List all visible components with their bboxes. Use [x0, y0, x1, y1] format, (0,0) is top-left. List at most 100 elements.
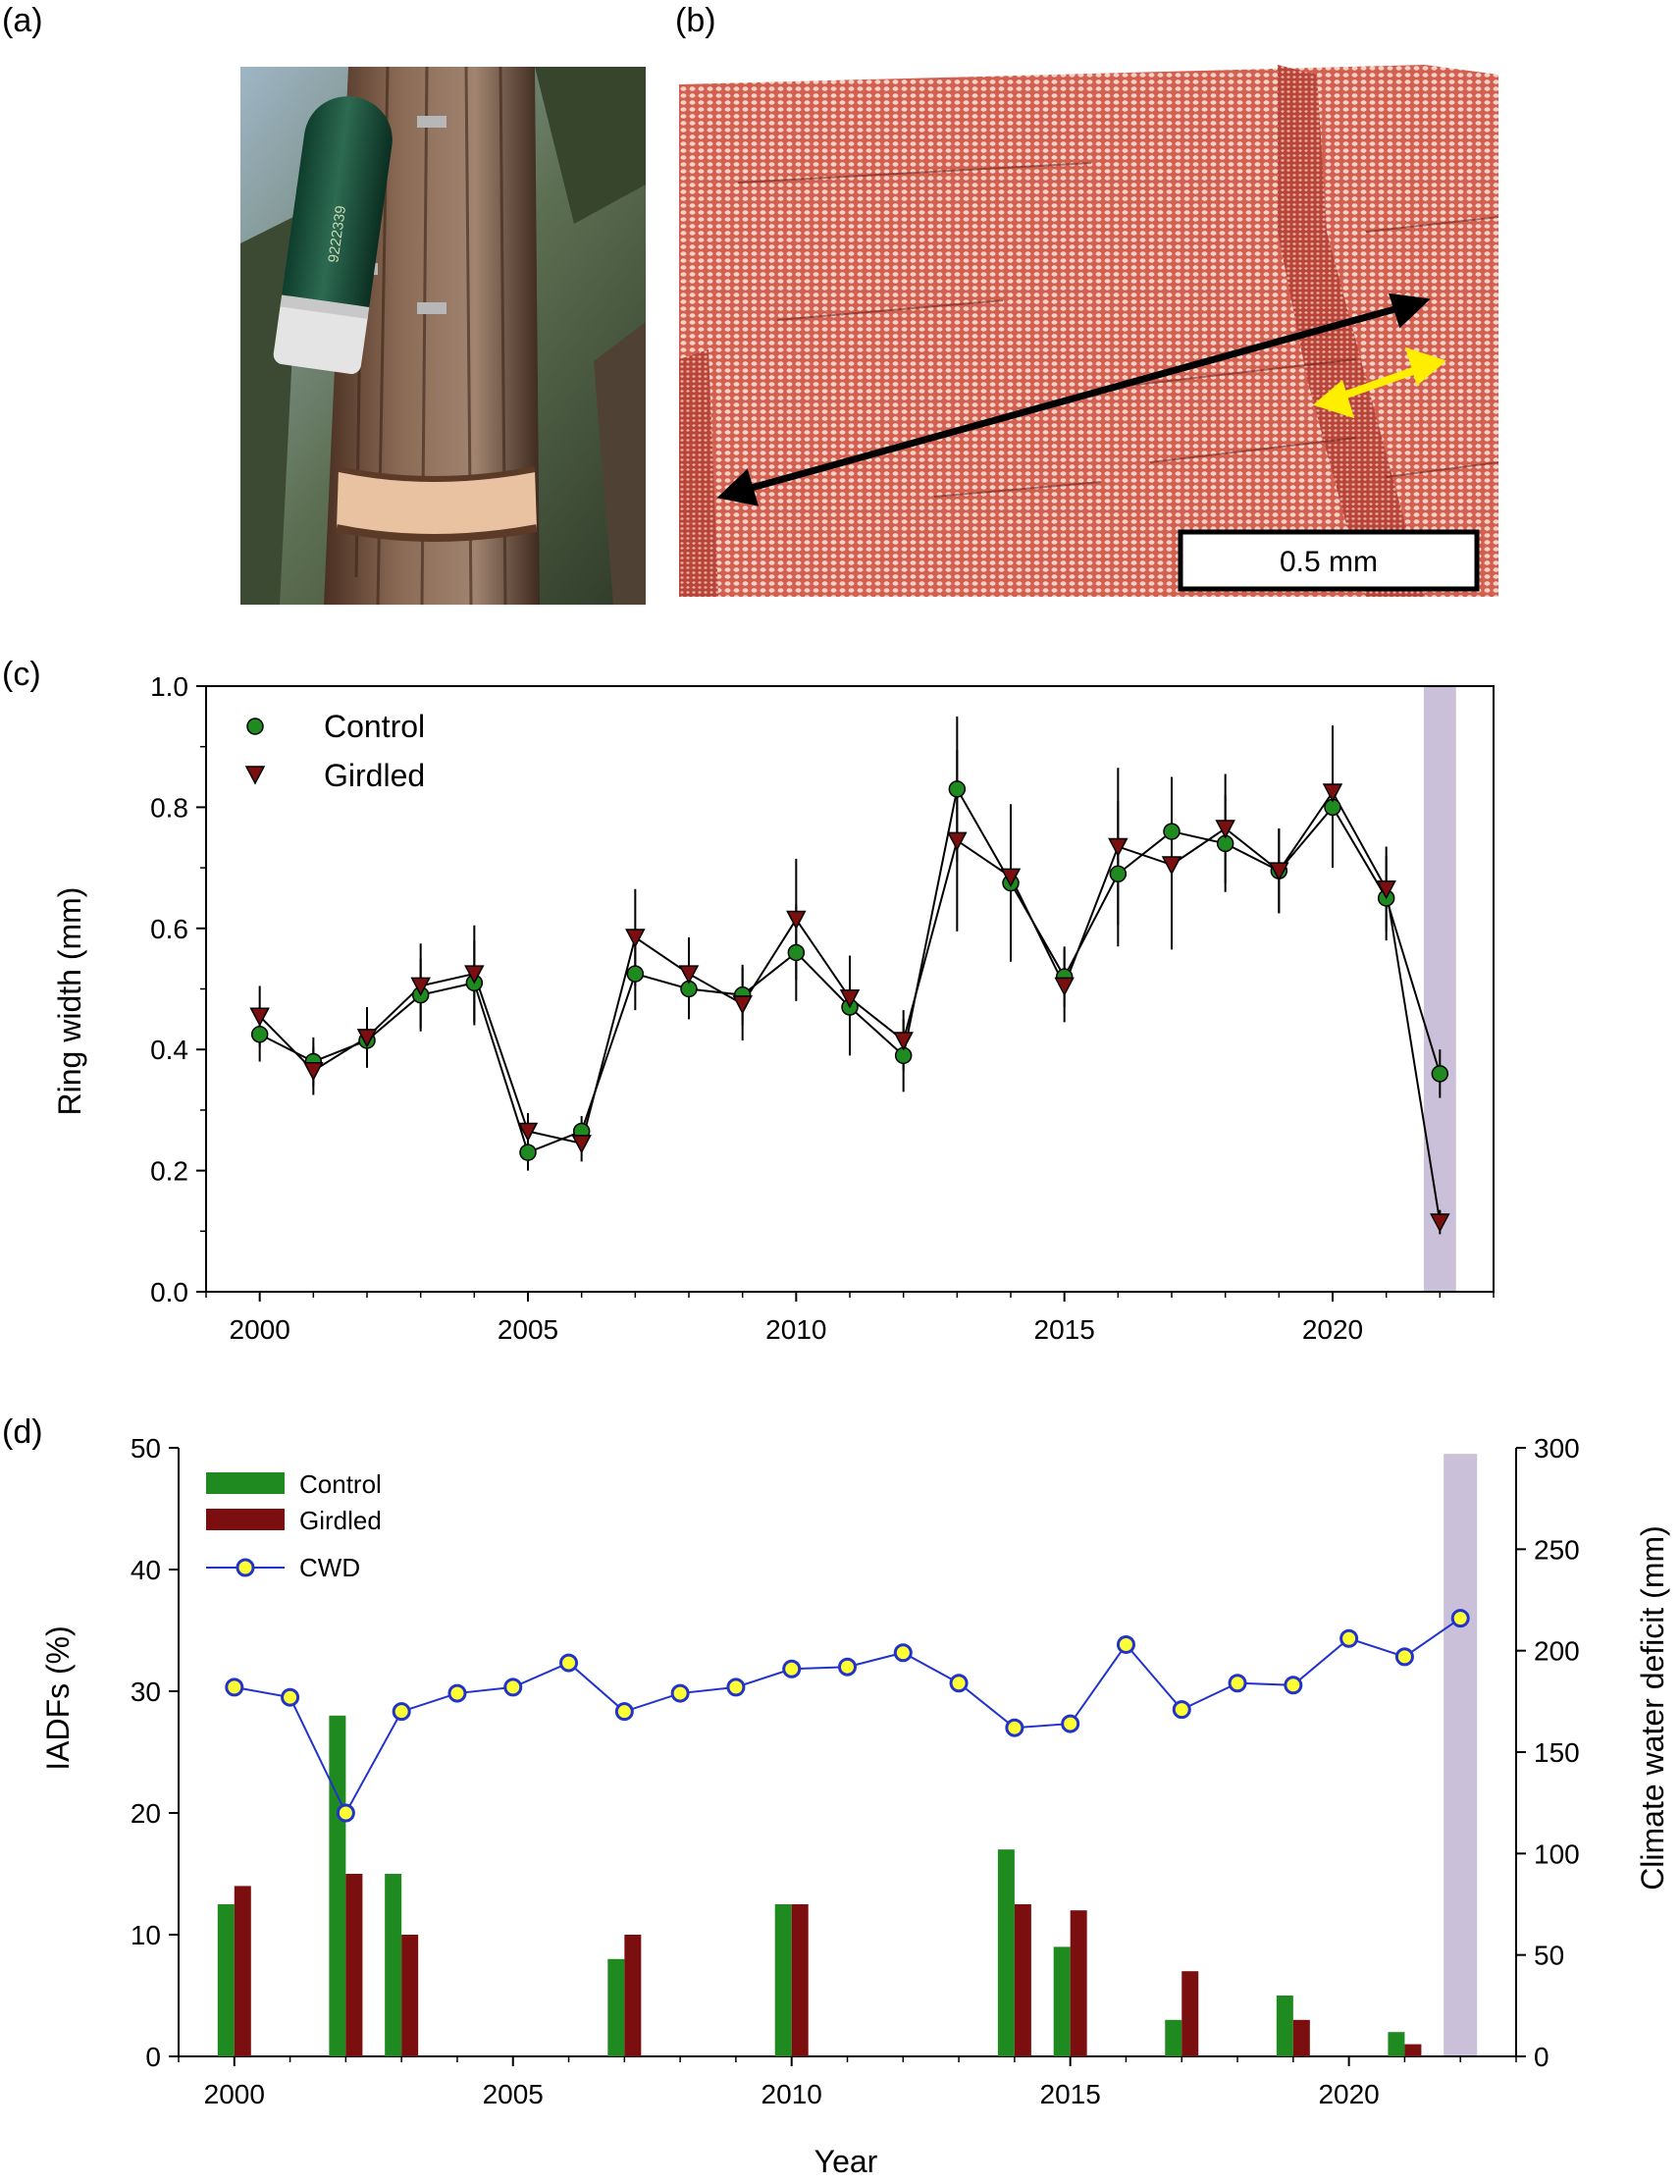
cwd-point — [559, 1653, 579, 1673]
panel-c-label: (c) — [2, 656, 41, 693]
y2-tick-label: 250 — [1534, 1534, 1580, 1565]
point-girdled — [1215, 820, 1235, 839]
wood-micrograph: 0.5 mm — [679, 65, 1498, 597]
chart-d-xlabel: Year — [814, 2144, 878, 2179]
x-tick-label: 2020 — [1318, 2079, 1379, 2109]
point-girdled — [1161, 856, 1182, 876]
y-tick-label: 0.8 — [150, 792, 188, 823]
y2-tick-label: 100 — [1534, 1838, 1580, 1869]
bar-girdled — [1292, 2019, 1310, 2056]
cwd-line — [234, 1617, 1461, 1816]
bar-girdled — [345, 1874, 363, 2056]
bar-control — [1388, 2032, 1405, 2056]
point-girdled — [947, 831, 968, 851]
panel-d-label: (d) — [2, 1413, 43, 1451]
bar-control — [329, 1715, 346, 2056]
point-control — [250, 1026, 269, 1043]
point-girdled — [1054, 977, 1075, 997]
cwd-point — [1228, 1674, 1247, 1693]
cwd-point — [503, 1678, 523, 1697]
point-girdled — [356, 1029, 378, 1048]
cwd-point — [1284, 1676, 1303, 1695]
x-tick-label: 2010 — [765, 1314, 826, 1345]
y-tick-label: 40 — [131, 1555, 161, 1585]
cwd-point — [281, 1687, 300, 1707]
y-tick-label: 50 — [131, 1433, 161, 1464]
chart-d-ylabel: IADFs (%) — [40, 1625, 76, 1771]
x-tick-label: 2005 — [483, 2079, 544, 2109]
point-control — [948, 780, 967, 798]
y2-tick-label: 150 — [1534, 1737, 1580, 1768]
iadf-cwd-chart: 2000 2005 2010 2015 2020 0 10 20 30 40 50 0 50 100 150… — [40, 1433, 1670, 2179]
bar-control — [1053, 1946, 1071, 2056]
chart-d-y2label: Climate water deficit (mm) — [1635, 1525, 1670, 1891]
chart-d-series — [217, 1609, 1470, 2056]
point-girdled — [786, 910, 807, 931]
panel-a-label: (a) — [2, 2, 43, 39]
x-tick-label: 2010 — [761, 2079, 822, 2109]
legend-label-cwd: CWD — [299, 1553, 360, 1582]
point-girdled — [625, 929, 646, 948]
highlight-band — [1423, 686, 1456, 1292]
iadf-width-arrow — [1312, 346, 1447, 419]
legend-marker-control — [246, 718, 264, 735]
y-tick-label: 1.0 — [150, 671, 188, 702]
cwd-point — [225, 1678, 244, 1697]
point-girdled — [517, 1122, 539, 1143]
point-girdled — [678, 965, 700, 985]
y-tick-label: 10 — [131, 1920, 161, 1950]
cwd-point — [782, 1659, 802, 1678]
point-girdled — [410, 977, 431, 997]
y-tick-label: 30 — [131, 1677, 161, 1707]
y-tick-label: 0.2 — [150, 1156, 188, 1187]
chart-c-series — [249, 716, 1450, 1235]
cwd-point — [447, 1683, 467, 1703]
x-tick-label: 2020 — [1302, 1314, 1363, 1345]
cwd-point — [838, 1657, 857, 1677]
bar-control — [1165, 2019, 1182, 2056]
bar-control — [607, 1958, 625, 2056]
legend-label-control: Control — [324, 709, 425, 744]
bar-girdled — [234, 1886, 251, 2056]
bar-girdled — [1404, 2044, 1422, 2056]
point-girdled — [303, 1062, 324, 1082]
y2-tick-label: 50 — [1534, 1941, 1564, 1971]
point-control — [1109, 865, 1128, 883]
legend-marker-cwd — [236, 1558, 255, 1577]
ring-width-chart: 2000 2005 2010 2015 2020 0.0 0.2 0.4 0.6 0.8 1.0 C… — [52, 671, 1495, 1345]
legend-label-girdled: Girdled — [299, 1506, 382, 1535]
y2-tick-label: 300 — [1534, 1433, 1580, 1464]
bar-control — [385, 1874, 402, 2056]
point-girdled — [1000, 868, 1022, 887]
cwd-point — [336, 1803, 355, 1823]
point-girdled — [1430, 1213, 1450, 1233]
cwd-point — [893, 1643, 913, 1663]
cwd-point — [1172, 1700, 1191, 1720]
panel-b-label: (b) — [675, 2, 716, 39]
chart-c-ylabel: Ring width (mm) — [52, 887, 87, 1116]
dendrometer-photo: 9222339 — [240, 67, 646, 605]
bar-girdled — [624, 1935, 642, 2056]
chart-c-axes: 2000 2005 2010 2015 2020 0.0 0.2 0.4 0.6 0.8 1.0 — [150, 671, 1495, 1345]
legend-label-girdled: Girdled — [324, 758, 425, 793]
point-control — [519, 1144, 537, 1161]
bar-girdled — [791, 1904, 809, 2056]
bar-girdled — [1014, 1904, 1031, 2056]
point-girdled — [1322, 783, 1343, 803]
chart-d-legend: Control Girdled CWD — [206, 1469, 382, 1582]
legend-swatch-girdled — [206, 1509, 285, 1530]
point-girdled — [1269, 862, 1289, 881]
legend-label-control: Control — [299, 1469, 382, 1499]
ring-width-arrow — [716, 293, 1431, 506]
highlight-band — [1444, 1454, 1478, 2056]
y-tick-label: 0.0 — [150, 1277, 188, 1307]
chart-c-legend: Control Girdled — [244, 709, 425, 793]
y-tick-label: 0.6 — [150, 914, 188, 944]
cwd-point — [1450, 1609, 1470, 1628]
x-tick-label: 2000 — [230, 1314, 290, 1345]
cwd-point — [949, 1674, 969, 1693]
y2-tick-label: 200 — [1534, 1636, 1580, 1667]
cwd-point — [614, 1702, 634, 1722]
point-girdled — [249, 1007, 270, 1027]
x-tick-label: 2005 — [498, 1314, 558, 1345]
